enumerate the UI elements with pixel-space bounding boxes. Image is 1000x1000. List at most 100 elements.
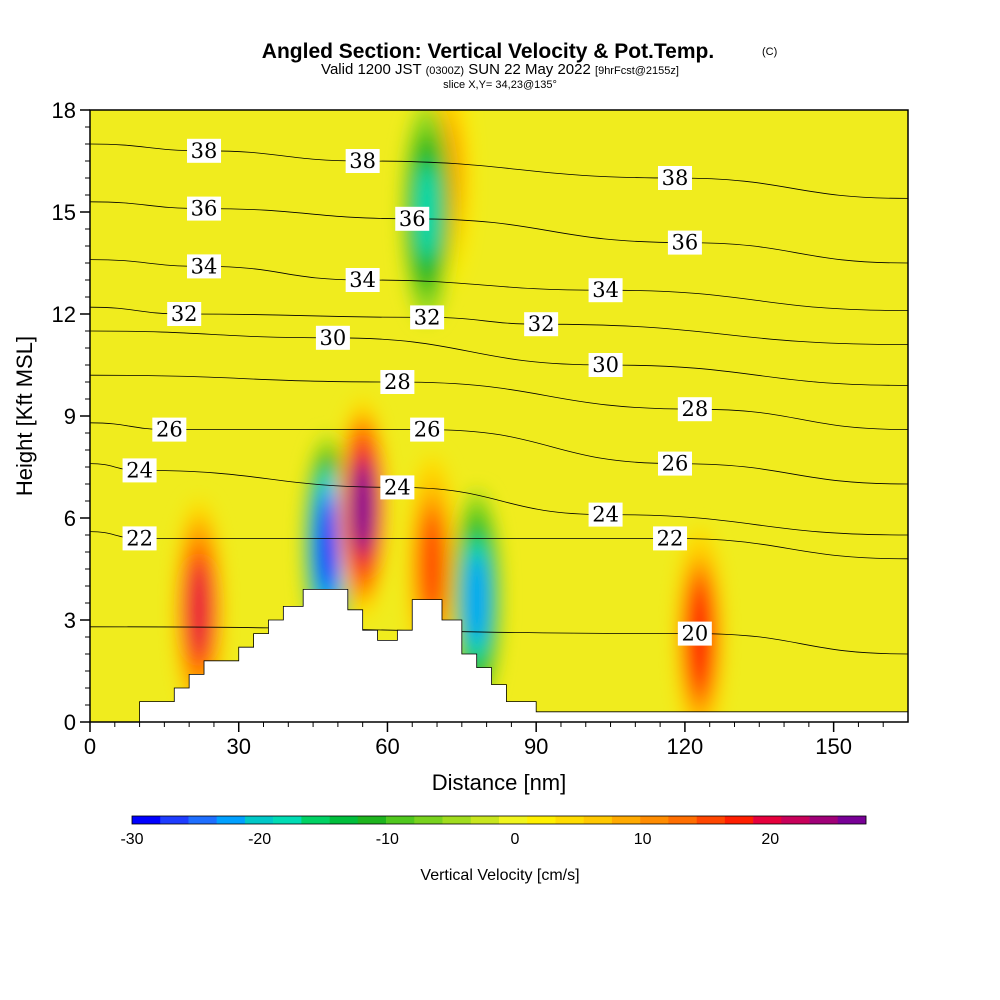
contour-label-box (410, 417, 445, 442)
colorbar-segment (470, 816, 500, 824)
contour-label-box (122, 526, 157, 551)
contour-label-box (677, 621, 712, 646)
contour-label: 24 (122, 458, 157, 483)
colorbar-segment (809, 816, 839, 824)
contour-label-box (345, 149, 380, 173)
colorbar-segment (357, 816, 387, 824)
contour-label-box (315, 325, 350, 350)
x-tick-label: 150 (815, 734, 852, 759)
colorbar-tick-label: -30 (120, 831, 143, 848)
contour-label: 30 (588, 353, 623, 377)
contour-label: 34 (588, 278, 623, 303)
contour-label: 38 (187, 138, 222, 163)
colorbar-segment (640, 816, 669, 824)
contour-label-text: 34 (592, 278, 619, 302)
contour-label-box (152, 417, 187, 442)
colorbar-tick-label: -10 (376, 831, 399, 848)
theta-contour-28 (90, 374, 908, 430)
contour-label-text: 32 (171, 302, 198, 326)
colorbar-segment (781, 816, 810, 824)
contour-label: 22 (653, 526, 688, 551)
contour-label-box (187, 138, 222, 163)
contour-label: 28 (677, 397, 712, 422)
contour-label: 30 (315, 325, 350, 350)
x-tick-label: 0 (84, 734, 96, 759)
contour-label: 36 (187, 196, 222, 221)
contour-label: 34 (187, 254, 222, 279)
contour-label-box (410, 305, 445, 330)
contour-label-box (653, 526, 688, 551)
contour-label-text: 22 (657, 526, 684, 550)
contour-label-text: 36 (399, 207, 426, 231)
colorbar-tick-label: 10 (634, 831, 652, 848)
colorbar-segment (499, 816, 528, 824)
contour-label: 24 (588, 502, 623, 527)
y-tick-label: 6 (64, 506, 76, 531)
contour-label-text: 20 (681, 622, 708, 646)
colorbar-segment (160, 816, 189, 824)
contour-label-box (187, 196, 222, 221)
colorbar-segment (414, 816, 443, 824)
colorbar-tick-label: 20 (761, 831, 779, 848)
colorbar-segment (329, 816, 359, 824)
contour-label-box (524, 312, 559, 337)
contour-label-text: 34 (349, 268, 376, 292)
contour-label: 32 (410, 305, 445, 330)
contour-label-text: 38 (349, 149, 376, 173)
contour-label-box (380, 475, 415, 500)
colorbar-frame (131, 815, 867, 825)
contour-label-text: 32 (414, 305, 441, 329)
contour-label-text: 26 (662, 452, 689, 476)
velocity-cell (352, 461, 374, 554)
colorbar-segment (301, 816, 330, 824)
contour-label-text: 30 (320, 326, 347, 350)
contour-label: 32 (524, 312, 559, 337)
velocity-cell (466, 553, 488, 646)
contour-label-text: 24 (384, 475, 411, 499)
colorbar-segment (696, 816, 726, 824)
contour-label-text: 34 (191, 254, 218, 278)
x-axis-label: Distance [nm] (432, 770, 567, 795)
chart-title: Angled Section: Vertical Velocity & Pot.… (262, 40, 714, 63)
colorbar-segment (837, 816, 867, 824)
contour-label-text: 28 (384, 370, 411, 394)
contour-label-text: 30 (592, 353, 619, 377)
colorbar-segment (668, 816, 697, 824)
contour-label: 38 (345, 149, 380, 173)
colorbar-label: Vertical Velocity [cm/s] (420, 867, 579, 884)
colorbar-segment (583, 816, 613, 824)
y-tick-label: 12 (52, 302, 76, 327)
contour-label-text: 38 (662, 166, 689, 190)
contour-label: 36 (667, 230, 702, 255)
contour-label: 20 (677, 621, 712, 646)
contour-label-box (588, 502, 623, 527)
colorbar-tick-label: 0 (511, 831, 520, 848)
y-axis: 0 3 6 9 12 15 18 (52, 98, 90, 735)
contour-label: 26 (657, 451, 692, 476)
valid-date: SUN 22 May 2022 (468, 61, 591, 78)
x-tick-label: 90 (524, 734, 548, 759)
valid-time: Valid 1200 JST (321, 61, 421, 78)
theta-contour-30 (90, 330, 908, 386)
velocity-cell (188, 563, 210, 656)
colorbar-segment (132, 816, 161, 824)
contour-label: 38 (657, 166, 692, 190)
x-tick-label: 120 (667, 734, 704, 759)
slice-note: slice X,Y= 34,23@135° (443, 79, 557, 91)
contour-label: 26 (152, 417, 187, 442)
colorbar-segment (273, 816, 302, 824)
contour-label-text: 22 (126, 526, 153, 550)
contour-label-box (588, 278, 623, 303)
contour-label: 36 (395, 206, 430, 231)
velocity-cell (421, 519, 443, 612)
colorbar: -30 -20 -10 0 10 20 (120, 815, 867, 848)
contour-label-box (167, 302, 202, 326)
colorbar-segment (527, 816, 556, 824)
colorbar-segment (386, 816, 415, 824)
contour-label: 22 (122, 526, 157, 551)
chart-subtitle: Valid 1200 JST (0300Z) SUN 22 May 2022 [… (321, 61, 679, 78)
x-tick-label: 60 (375, 734, 399, 759)
